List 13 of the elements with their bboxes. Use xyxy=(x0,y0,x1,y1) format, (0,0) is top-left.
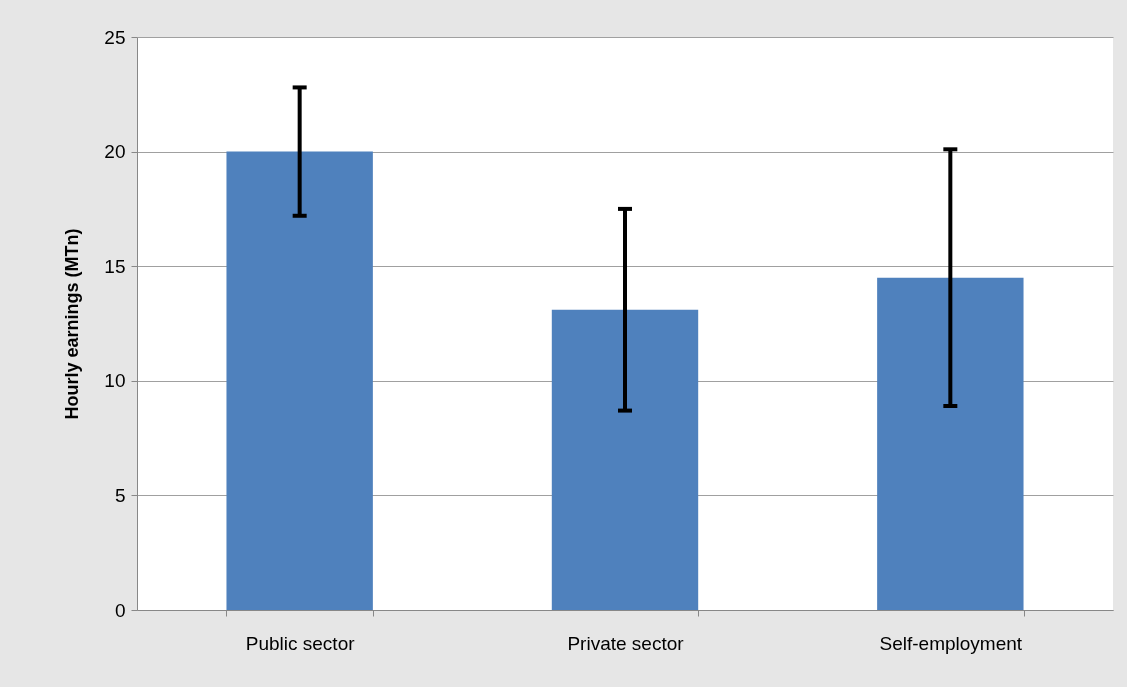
bar xyxy=(877,277,1024,610)
y-axis-title: Hourly earnings (MTn) xyxy=(62,228,83,420)
bar xyxy=(226,151,373,610)
bar xyxy=(551,309,699,610)
y-tick-label: 5 xyxy=(114,484,126,506)
y-tick-label: 15 xyxy=(104,255,126,277)
y-tick-label: 0 xyxy=(114,599,126,621)
y-tick-label: 20 xyxy=(104,141,126,163)
x-tick-label: Self-employment xyxy=(879,632,1023,654)
x-tick-label: Private sector xyxy=(567,632,685,654)
x-tick-label: Public sector xyxy=(245,632,356,654)
y-tick-label: 25 xyxy=(104,26,126,48)
y-tick-label: 10 xyxy=(104,370,126,392)
